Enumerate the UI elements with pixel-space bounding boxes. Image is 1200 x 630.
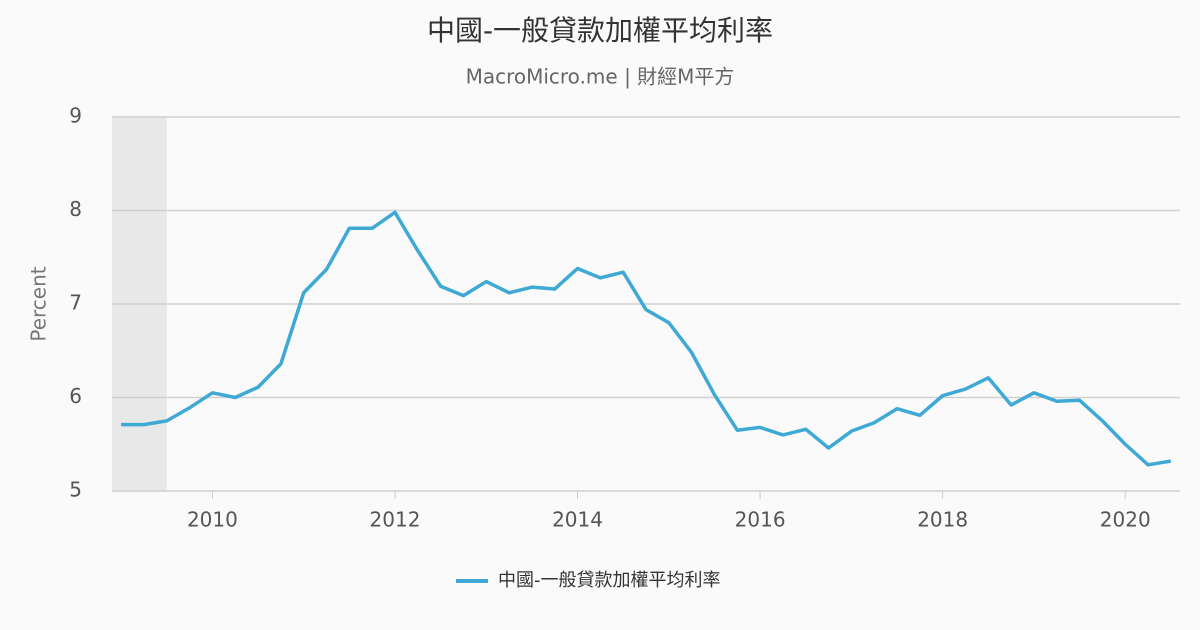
- y-tick-label: 8: [69, 197, 82, 221]
- y-tick-label: 9: [69, 104, 82, 128]
- y-tick-label: 7: [69, 291, 82, 315]
- y-tick-label: 6: [69, 384, 82, 408]
- x-tick-label: 2012: [370, 508, 421, 532]
- chart-subtitle: MacroMicro.me | 財經M平方: [466, 65, 735, 89]
- y-tick-label: 5: [69, 478, 82, 502]
- y-axis-label: Percent: [27, 266, 51, 341]
- legend-label: 中國-一般貸款加權平均利率: [498, 570, 721, 591]
- x-tick-label: 2018: [917, 508, 968, 532]
- x-tick-label: 2020: [1100, 508, 1151, 532]
- chart-title: 中國-一般貸款加權平均利率: [427, 14, 773, 47]
- x-tick-label: 2010: [187, 508, 238, 532]
- data-line: [121, 210, 1172, 467]
- x-tick-label: 2014: [552, 508, 603, 532]
- x-tick-label: 2016: [735, 508, 786, 532]
